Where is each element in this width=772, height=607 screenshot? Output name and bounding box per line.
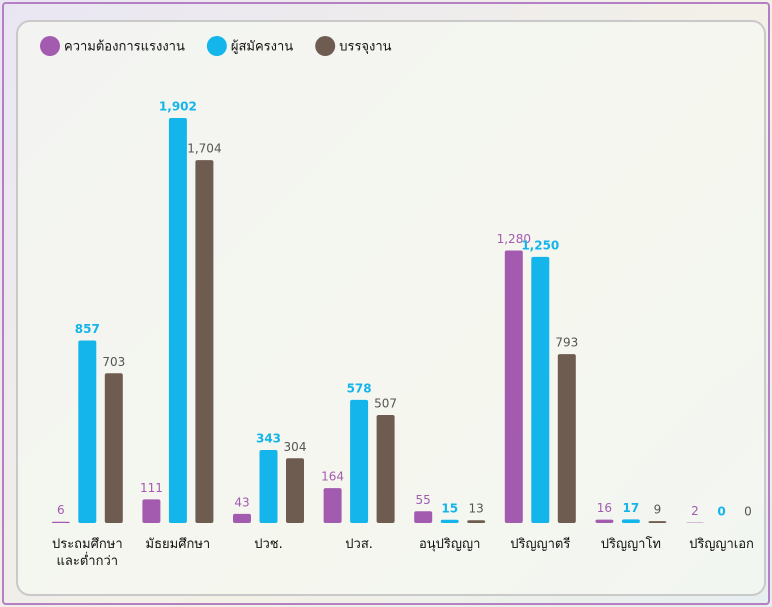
value-label: 16 bbox=[597, 501, 612, 515]
value-label: 111 bbox=[140, 481, 163, 495]
legend-label: ผู้สมัครงาน bbox=[231, 40, 293, 55]
x-tick-label: ปริญญาเอก bbox=[689, 537, 754, 552]
legend-marker bbox=[206, 36, 227, 56]
x-tick-label: ปวช. bbox=[254, 537, 283, 552]
value-label: 578 bbox=[347, 381, 372, 395]
value-label: 793 bbox=[555, 336, 578, 350]
value-label: 55 bbox=[416, 493, 431, 507]
x-tick-label: ปริญญาโท bbox=[600, 537, 662, 552]
bar bbox=[195, 160, 214, 523]
bar bbox=[376, 415, 395, 523]
x-tick-label: ปริญญาตรี bbox=[510, 537, 571, 552]
value-label: 304 bbox=[284, 440, 307, 454]
value-label: 0 bbox=[744, 505, 752, 519]
value-label: 1,280 bbox=[497, 232, 531, 246]
bar bbox=[557, 354, 576, 523]
bar bbox=[286, 458, 304, 523]
value-label: 6 bbox=[57, 503, 65, 517]
bar bbox=[323, 488, 342, 523]
bar bbox=[504, 250, 523, 523]
value-label: 507 bbox=[374, 397, 397, 411]
bar bbox=[648, 521, 667, 523]
value-label: 17 bbox=[623, 501, 640, 515]
bar bbox=[440, 519, 459, 523]
value-label: 2 bbox=[691, 504, 699, 518]
x-tick-label: ประถมศึกษา และต่ำกว่า bbox=[51, 537, 123, 569]
x-tick-label: มัธยมศึกษา bbox=[145, 537, 211, 552]
bar bbox=[168, 118, 187, 523]
legend-marker bbox=[40, 36, 60, 56]
value-label: 13 bbox=[469, 502, 484, 516]
value-label: 1,902 bbox=[159, 100, 197, 114]
bar bbox=[350, 399, 369, 523]
bar bbox=[78, 340, 97, 523]
value-label: 9 bbox=[654, 503, 662, 517]
bar bbox=[51, 521, 70, 523]
value-label: 343 bbox=[256, 431, 281, 445]
value-label: 1,250 bbox=[521, 238, 559, 252]
x-tick-label: ปวส. bbox=[345, 537, 373, 552]
bar bbox=[531, 256, 550, 523]
bar bbox=[595, 519, 614, 523]
legend-label: บรรจุงาน bbox=[339, 40, 391, 55]
value-label: 1,704 bbox=[187, 142, 221, 156]
value-label: 0 bbox=[717, 505, 725, 519]
x-tick-label: อนุปริญญา bbox=[418, 537, 481, 552]
legend-marker bbox=[315, 36, 336, 56]
bar bbox=[467, 520, 486, 523]
value-label: 857 bbox=[75, 322, 100, 336]
legend-label: ความต้องการแรงงาน bbox=[64, 40, 185, 55]
value-label: 43 bbox=[234, 495, 249, 509]
bar bbox=[414, 511, 433, 523]
value-label: 15 bbox=[441, 501, 458, 515]
bar bbox=[233, 513, 251, 523]
bar bbox=[104, 373, 123, 523]
bar bbox=[142, 499, 161, 523]
value-label: 703 bbox=[102, 355, 125, 369]
bar bbox=[259, 449, 278, 523]
value-label: 164 bbox=[321, 470, 344, 484]
bar bbox=[621, 519, 640, 523]
